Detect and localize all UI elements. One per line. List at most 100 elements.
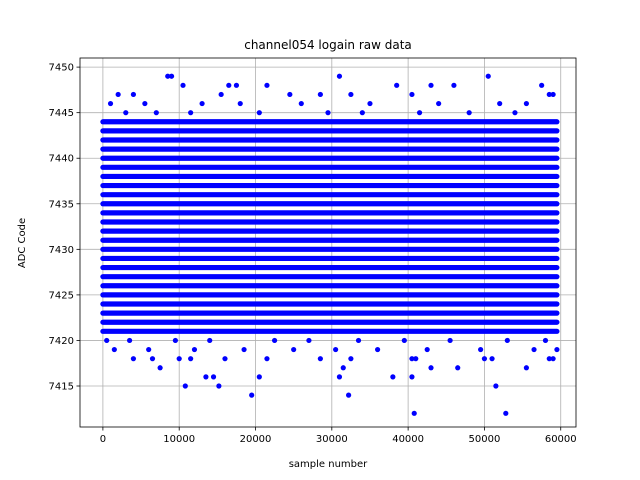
x-axis-ticks: 0 10000 20000 30000 40000 50000 60000 [100,427,577,445]
y-tick-label: 7415 [49,382,74,393]
data-point [348,91,354,98]
data-point [199,100,205,107]
data-point [466,110,472,116]
data-point [340,365,346,371]
data-point [550,356,556,362]
data-point [333,346,339,353]
x-axis-label: sample number [289,459,368,470]
data-point [182,383,188,389]
plot-frame [79,57,577,428]
data-point [546,356,552,362]
data-point [188,356,194,362]
data-point [409,356,415,362]
data-point [493,383,499,389]
data-point [546,91,552,98]
data-point [203,374,209,380]
data-point [233,82,240,88]
data-point [142,100,148,107]
data-point [336,374,343,380]
data-point [317,356,323,362]
data-point [550,91,556,98]
data-point [306,337,312,344]
x-tick-label: 0 [100,434,106,445]
data-point [107,100,114,107]
data-point [130,91,137,98]
data-point [409,91,415,98]
data-point [436,100,442,107]
data-point [512,110,518,116]
chart-title: channel054 logain raw data [244,38,412,52]
data-point [523,100,530,107]
data-point [489,356,495,362]
data-point [478,346,484,353]
data-point [188,110,194,116]
data-point [111,346,117,353]
data-point [523,365,530,371]
data-point [447,337,453,344]
x-tick-label: 30000 [316,434,348,445]
data-point [367,100,373,107]
data-point [554,346,560,353]
data-point [401,337,407,344]
y-axis-ticks: 7415 7420 7425 7430 7435 7440 7445 7450 [49,63,80,393]
data-point [413,356,419,362]
data-point [348,356,354,362]
data-point [346,392,352,398]
data-point [176,356,182,362]
data-point [172,337,178,344]
y-tick-label: 7420 [49,336,74,347]
data-point [104,337,110,344]
data-point [237,100,243,107]
data-point [503,410,509,416]
data-point [168,73,175,79]
y-tick-label: 7450 [49,63,74,74]
data-point [216,383,222,389]
data-point [390,374,396,380]
data-point [123,110,129,116]
data-point [409,374,415,380]
x-tick-label: 20000 [240,434,272,445]
data-point [336,73,343,79]
data-point [424,346,430,353]
data-point [539,82,545,88]
data-point [542,337,549,344]
data-point [497,100,503,107]
data-point [127,337,133,344]
data-point [531,346,537,353]
y-tick-label: 7435 [49,199,74,210]
data-point [485,73,491,79]
data-point [146,346,152,353]
x-tick-label: 50000 [469,434,501,445]
data-point [210,374,217,380]
data-point [317,91,323,98]
data-point [359,110,365,116]
data-point [264,82,270,88]
data-point [411,410,417,416]
data-point [256,110,262,116]
y-tick-label: 7445 [49,108,74,119]
data-point [325,110,331,116]
data-point [416,110,423,116]
data-point [455,365,461,371]
data-point [180,82,186,88]
data-point [226,82,232,88]
y-axis-label: ADC Code [17,218,28,268]
x-tick-label: 10000 [163,434,195,445]
data-point [218,91,224,98]
y-tick-label: 7425 [49,290,74,301]
data-point [256,374,262,380]
data-point [130,356,137,362]
data-point [249,392,255,398]
data-point [287,91,293,98]
x-tick-label: 40000 [392,434,424,445]
data-point [271,337,278,344]
x-tick-label: 60000 [545,434,577,445]
data-point [264,356,270,362]
data-point [153,110,159,116]
data-point [115,91,121,98]
data-point [165,73,171,79]
data-point [355,337,362,344]
y-tick-label: 7430 [49,245,74,256]
data-point [298,100,304,107]
